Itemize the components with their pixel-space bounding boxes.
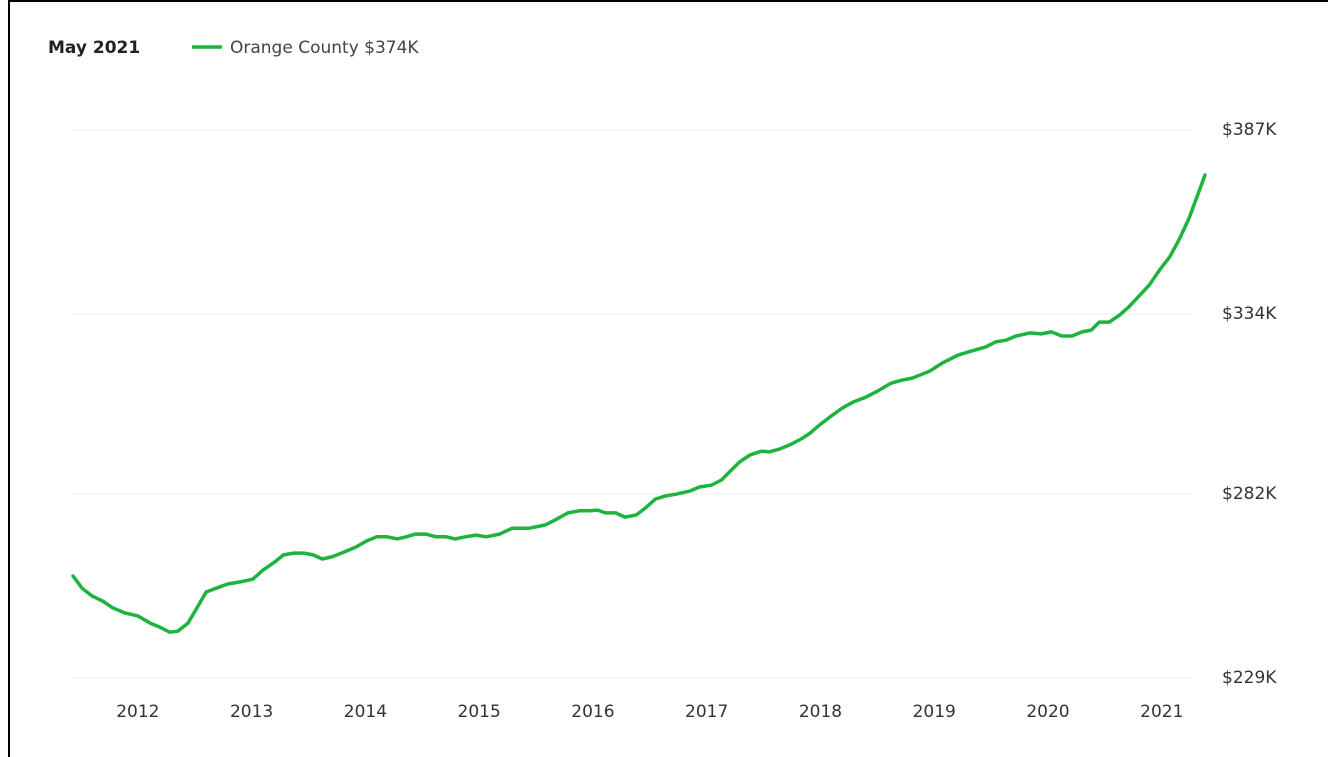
legend-label: Orange County $374K	[230, 38, 419, 58]
y-tick-label: $282K	[1222, 484, 1277, 504]
x-tick-label: 2013	[230, 702, 273, 722]
x-tick-label: 2014	[344, 702, 387, 722]
x-tick-label: 2018	[799, 702, 842, 722]
date-label: May 2021	[48, 38, 140, 58]
x-tick-label: 2015	[458, 702, 501, 722]
x-tick-label: 2012	[116, 702, 159, 722]
y-tick-label: $229K	[1222, 668, 1277, 688]
x-tick-label: 2017	[685, 702, 728, 722]
x-tick-label: 2016	[571, 702, 614, 722]
x-tick-label: 2020	[1026, 702, 1069, 722]
line	[71, 173, 1207, 634]
y-tick-label: $387K	[1222, 120, 1277, 140]
x-tick-label: 2019	[913, 702, 956, 722]
y-tick-label: $334K	[1222, 304, 1277, 324]
x-tick-label: 2021	[1140, 702, 1183, 722]
